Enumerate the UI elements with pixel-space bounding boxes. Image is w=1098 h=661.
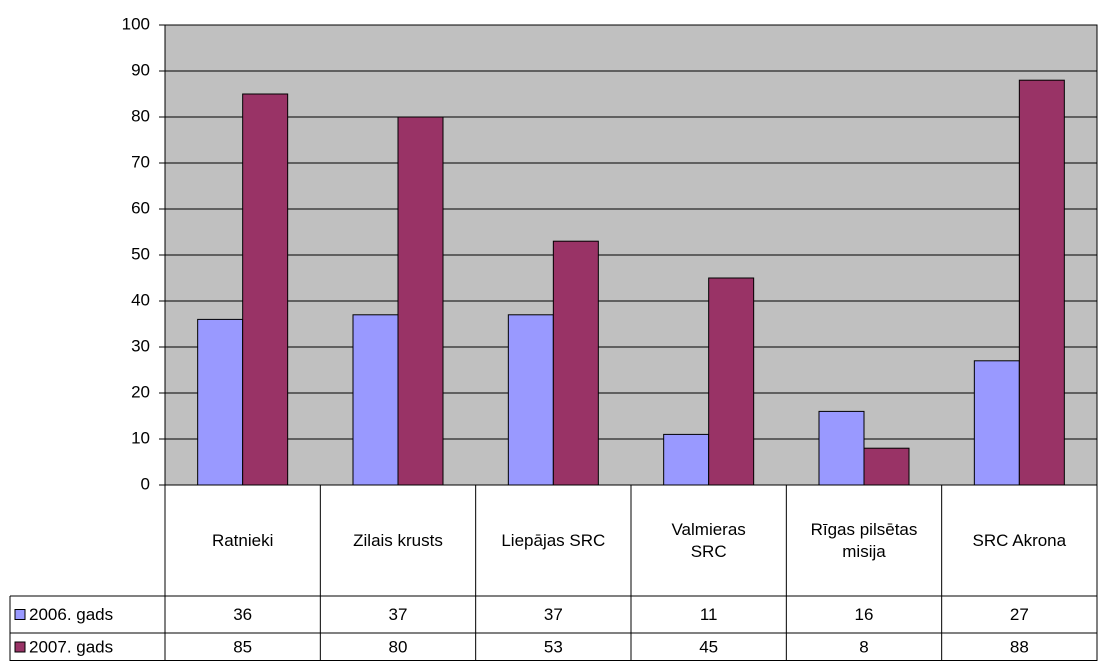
bar bbox=[552, 240, 599, 486]
x-tick-label: Liepājas SRC bbox=[501, 530, 606, 550]
bar bbox=[663, 433, 710, 486]
legend-swatch bbox=[14, 609, 26, 620]
bar bbox=[973, 360, 1020, 486]
x-tick-label: Valmieras SRC bbox=[671, 519, 746, 561]
table-value: 8 bbox=[859, 637, 868, 656]
table-value: 36 bbox=[233, 605, 252, 624]
bar bbox=[1018, 79, 1065, 486]
bar bbox=[242, 93, 289, 486]
table-value: 11 bbox=[700, 605, 718, 624]
table-value: 16 bbox=[855, 605, 874, 624]
table-value: 37 bbox=[544, 605, 563, 624]
y-tick-label: 0 bbox=[141, 474, 150, 493]
legend-swatch bbox=[14, 641, 26, 653]
bar bbox=[397, 116, 444, 486]
bar bbox=[507, 314, 554, 486]
x-tick-label: Ratnieki bbox=[211, 530, 274, 550]
table-value: 45 bbox=[699, 637, 718, 656]
category-cell: Liepājas SRC bbox=[501, 530, 606, 550]
y-tick-label: 80 bbox=[131, 106, 150, 125]
x-tick-label: Zilais krusts bbox=[353, 530, 443, 550]
bar bbox=[352, 314, 399, 486]
x-tick-label: SRC Akrona bbox=[972, 530, 1067, 550]
table-value: 53 bbox=[544, 637, 563, 656]
table-value: 85 bbox=[233, 637, 252, 656]
table-value: 88 bbox=[1010, 637, 1029, 656]
bar bbox=[708, 277, 755, 486]
category-cell: Ratnieki bbox=[211, 530, 274, 550]
bar bbox=[863, 447, 910, 486]
table-value: 80 bbox=[389, 637, 408, 656]
y-tick-label: 20 bbox=[131, 382, 150, 401]
category-cell: Zilais krusts bbox=[353, 530, 443, 550]
legend-label: 2007. gads bbox=[29, 637, 113, 656]
table-value: 27 bbox=[1010, 605, 1029, 624]
bar bbox=[818, 410, 865, 486]
y-tick-label: 30 bbox=[131, 336, 150, 355]
category-cell: Valmieras SRC bbox=[671, 519, 746, 561]
x-tick-label: Rīgas pilsētas misija bbox=[810, 519, 918, 561]
y-tick-label: 90 bbox=[131, 60, 150, 79]
y-tick-label: 10 bbox=[131, 428, 150, 447]
table-value: 37 bbox=[389, 605, 408, 624]
y-tick-label: 50 bbox=[131, 244, 150, 263]
y-tick-label: 100 bbox=[122, 14, 150, 33]
category-cell: Rīgas pilsētas misija bbox=[810, 519, 918, 561]
y-tick-label: 60 bbox=[131, 198, 150, 217]
y-tick-label: 70 bbox=[131, 152, 150, 171]
category-cell: SRC Akrona bbox=[972, 530, 1067, 550]
legend-label: 2006. gads bbox=[29, 605, 113, 624]
bar bbox=[197, 318, 244, 486]
y-tick-label: 40 bbox=[131, 290, 150, 309]
